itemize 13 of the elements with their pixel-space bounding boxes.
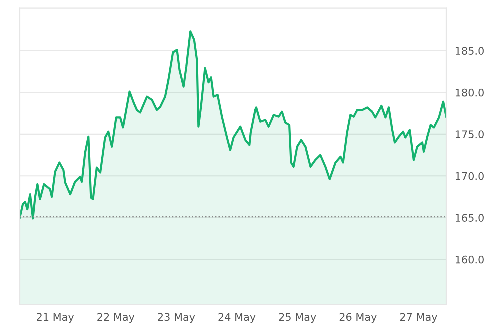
x-tick-label: 24 May [218, 313, 256, 324]
x-tick-label: 25 May [279, 313, 316, 324]
y-tick-label: 160.0 [456, 256, 484, 264]
x-tick-label: 26 May [340, 313, 377, 324]
x-tick-label: 21 May [37, 313, 74, 324]
y-tick-label: 165.0 [456, 214, 484, 222]
y-tick-label: 185.0 [456, 47, 484, 56]
x-tick-label: 27 May [400, 313, 438, 324]
y-tick-label: 175.0 [456, 130, 484, 138]
x-tick-label: 23 May [158, 313, 196, 324]
x-tick-label: 22 May [98, 313, 135, 324]
y-tick-label: 180.0 [456, 88, 484, 97]
y-tick-label: 170.0 [456, 172, 484, 180]
